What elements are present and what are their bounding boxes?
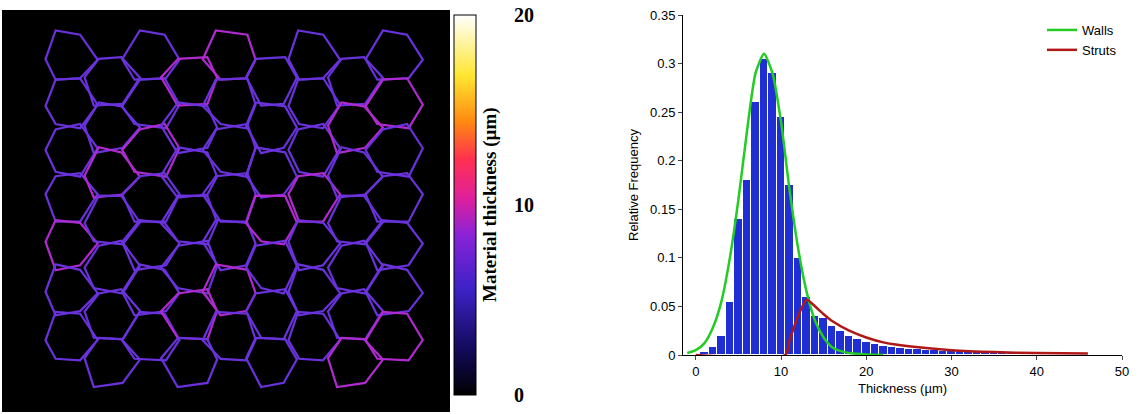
svg-text:0.2: 0.2: [657, 153, 675, 168]
svg-text:Struts: Struts: [1082, 43, 1116, 58]
svg-text:0.25: 0.25: [650, 105, 675, 120]
svg-text:30: 30: [944, 364, 958, 379]
svg-text:10: 10: [514, 194, 534, 216]
svg-text:0.3: 0.3: [657, 56, 675, 71]
svg-text:0.35: 0.35: [650, 8, 675, 23]
svg-text:Walls: Walls: [1082, 23, 1114, 38]
svg-text:20: 20: [859, 364, 873, 379]
svg-text:0: 0: [514, 384, 524, 406]
svg-text:0.15: 0.15: [650, 202, 675, 217]
svg-text:Thickness (µm): Thickness (µm): [858, 381, 947, 396]
svg-text:0: 0: [692, 364, 699, 379]
svg-text:0.05: 0.05: [650, 299, 675, 314]
svg-text:10: 10: [774, 364, 788, 379]
svg-text:Material thickness (µm): Material thickness (µm): [479, 107, 501, 302]
svg-text:0.1: 0.1: [657, 250, 675, 265]
svg-text:40: 40: [1030, 364, 1044, 379]
svg-text:50: 50: [1115, 364, 1129, 379]
svg-text:Relative Frequency: Relative Frequency: [626, 129, 641, 241]
svg-text:0: 0: [668, 348, 675, 363]
svg-text:20: 20: [514, 4, 534, 26]
